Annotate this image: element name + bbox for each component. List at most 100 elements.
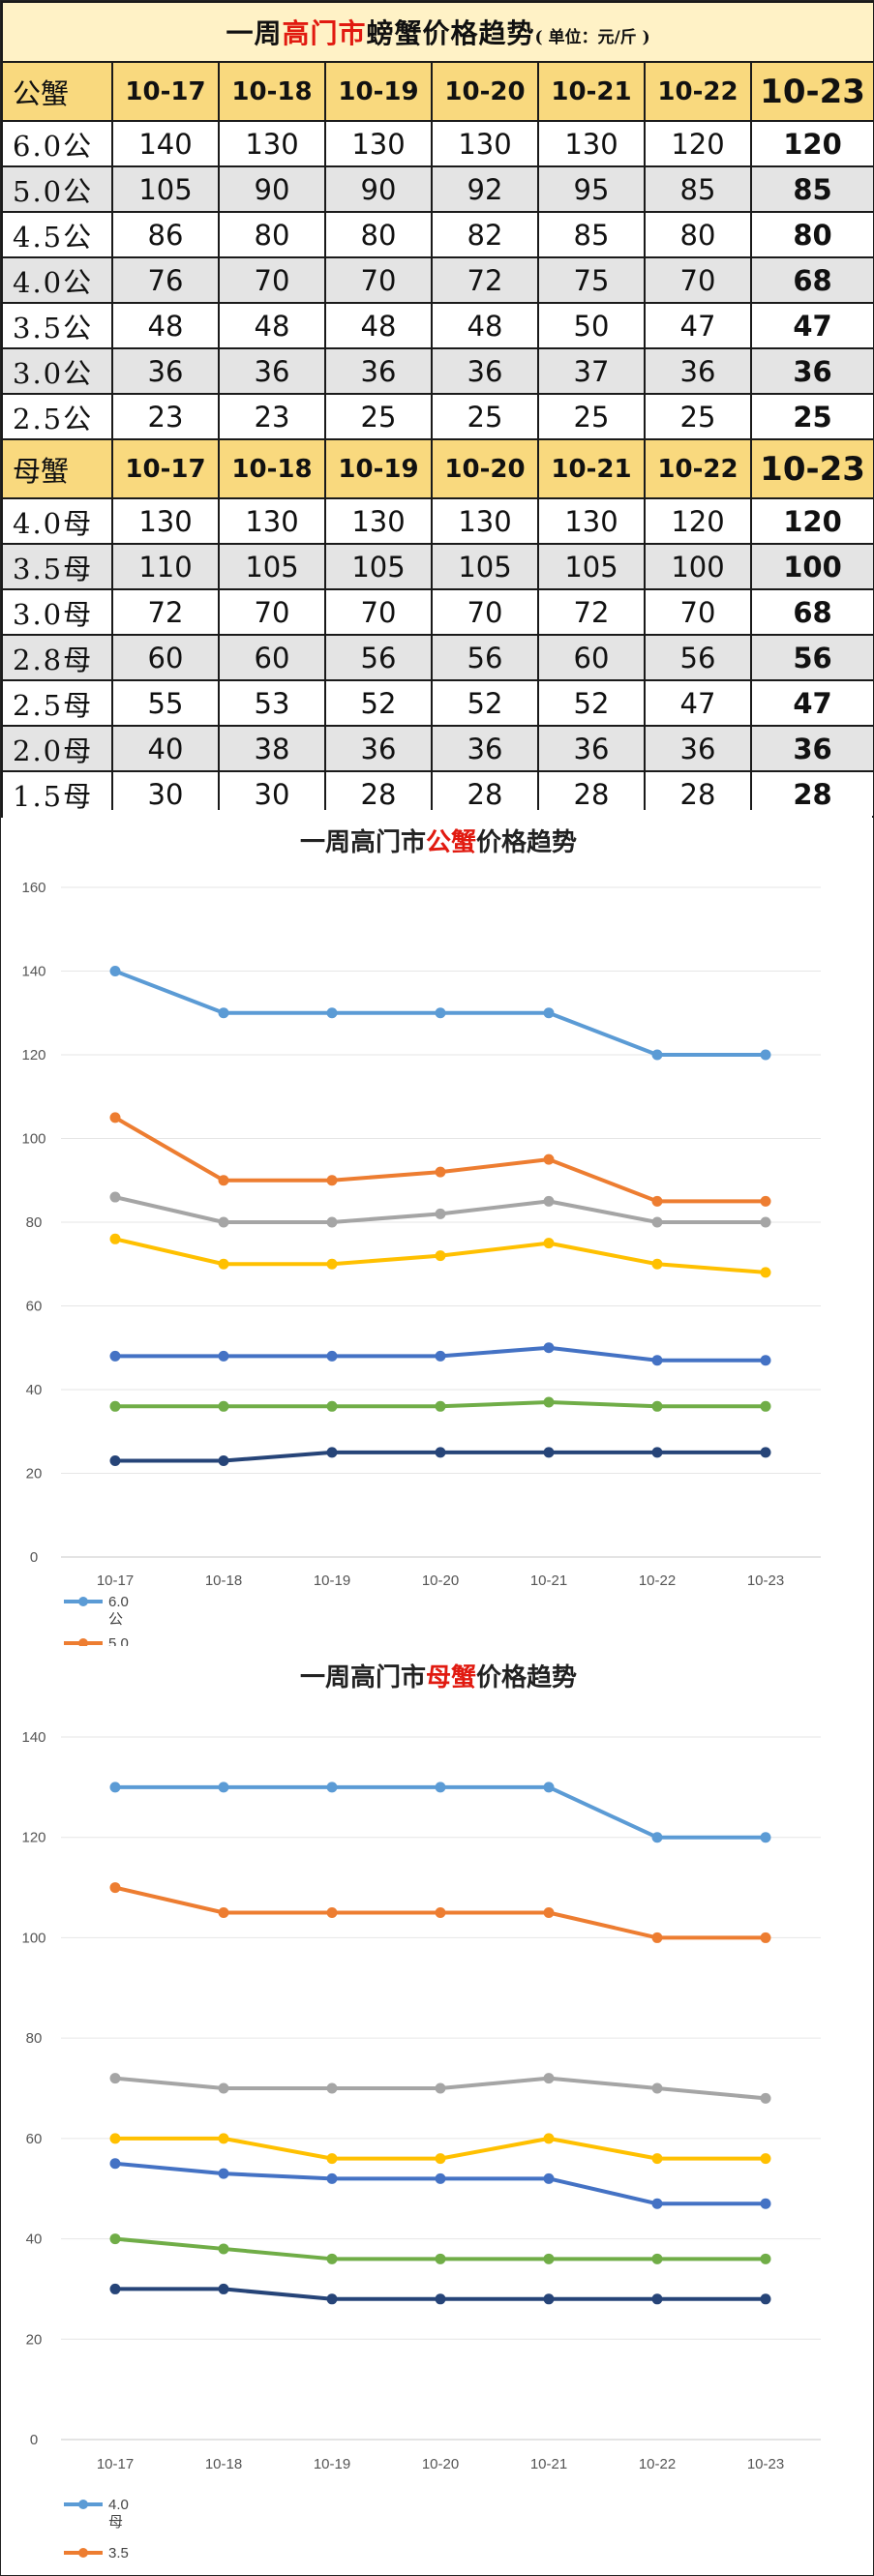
x-tick-label: 10-19 [314, 1573, 350, 1589]
data-point [109, 1191, 121, 1203]
series-6 [109, 1396, 771, 1412]
y-tick-label: 20 [26, 1466, 43, 1483]
series-6 [109, 2233, 771, 2264]
data-point [435, 1400, 446, 1412]
x-tick-label: 10-20 [422, 2456, 459, 2472]
data-point [326, 2172, 338, 2184]
x-tick-label: 10-19 [314, 2456, 350, 2472]
x-tick-label: 10-21 [530, 2456, 567, 2472]
price-cell: 90 [324, 165, 433, 213]
price-cell: 100 [644, 543, 752, 590]
price-cell: 52 [537, 679, 646, 727]
price-cell: 48 [218, 302, 326, 349]
x-tick-label: 10-17 [97, 2456, 134, 2472]
size-label-cell: 2.5母 [1, 679, 113, 727]
price-cell: 105 [218, 543, 326, 590]
y-tick-label: 0 [30, 2432, 38, 2448]
male-table-row: 3.5公 48 48 48 48 50 47 47 [1, 302, 874, 349]
data-point [218, 2283, 229, 2294]
size-label-cell: 2.0母 [1, 725, 113, 772]
price-cell: 55 [111, 679, 220, 727]
data-point [218, 2243, 229, 2255]
price-cell: 105 [431, 543, 539, 590]
data-point [435, 1250, 446, 1262]
y-tick-label: 60 [26, 2131, 43, 2147]
data-point [326, 2082, 338, 2094]
data-point [651, 1258, 663, 1270]
y-tick-label: 0 [30, 1549, 38, 1566]
series-7 [109, 2283, 771, 2305]
x-tick-label: 10-22 [639, 1573, 676, 1589]
price-cell: 130 [218, 497, 326, 545]
male-table-row: 2.5公 23 23 25 25 25 25 25 [1, 393, 874, 440]
data-point [435, 2172, 446, 2184]
female-table-row: 4.0母 130 130 130 130 130 120 120 [1, 497, 874, 545]
price-cell: 36 [324, 725, 433, 772]
price-cell: 47 [749, 679, 874, 727]
legend-swatch-dot [78, 2548, 88, 2558]
price-cell: 60 [111, 634, 220, 681]
data-point [109, 2233, 121, 2245]
data-point [760, 1832, 771, 1843]
data-point [326, 1400, 338, 1412]
data-point [651, 1932, 663, 1943]
male-table-row: 6.0公 140 130 130 130 130 120 120 [1, 120, 874, 167]
female-table-row: 2.0母 40 38 36 36 36 36 36 [1, 725, 874, 772]
price-cell: 23 [111, 393, 220, 440]
data-point [543, 2133, 555, 2144]
data-point [651, 1400, 663, 1412]
data-point [435, 1007, 446, 1019]
data-point [109, 2133, 121, 2144]
data-point [326, 2293, 338, 2305]
price-cell: 120 [749, 497, 874, 545]
female-table-row: 3.0母 72 70 70 70 72 70 68 [1, 588, 874, 636]
y-tick-label: 160 [21, 880, 45, 896]
price-cell: 130 [537, 120, 646, 167]
size-label-cell: 4.0母 [1, 497, 113, 545]
male-table-row: 5.0公 105 90 90 92 95 85 85 [1, 165, 874, 213]
data-point [651, 1355, 663, 1366]
date-header-cell: 10-23 [749, 438, 874, 499]
data-point [760, 1195, 771, 1207]
data-point [435, 2153, 446, 2165]
price-cell: 70 [324, 256, 433, 304]
price-cell: 110 [111, 543, 220, 590]
data-point [543, 1907, 555, 1918]
data-point [326, 1350, 338, 1362]
price-cell: 47 [644, 679, 752, 727]
price-cell: 50 [537, 302, 646, 349]
data-point [543, 1342, 555, 1354]
data-point [326, 1907, 338, 1918]
price-cell: 56 [644, 634, 752, 681]
price-cell: 36 [644, 347, 752, 395]
price-cell: 28 [431, 770, 539, 818]
legend-swatch-dot [78, 1638, 88, 1646]
legend-swatch-dot [78, 1597, 88, 1606]
price-cell: 56 [324, 634, 433, 681]
price-cell: 25 [644, 393, 752, 440]
size-label-cell: 2.8母 [1, 634, 113, 681]
size-label-cell: 2.5公 [1, 393, 113, 440]
data-point [543, 2073, 555, 2084]
female-table-row: 2.5母 55 53 52 52 52 47 47 [1, 679, 874, 727]
female-table-row: 2.8母 60 60 56 56 60 56 56 [1, 634, 874, 681]
chart-title-suffix: 价格趋势 [476, 827, 577, 857]
price-cell: 38 [218, 725, 326, 772]
data-point [109, 2283, 121, 2294]
series-4 [109, 2133, 771, 2165]
y-tick-label: 100 [21, 1131, 45, 1148]
data-point [435, 1166, 446, 1178]
date-header-cell: 10-20 [431, 438, 539, 499]
date-header-cell: 10-22 [644, 438, 752, 499]
date-header-cell: 10-23 [749, 61, 874, 122]
price-cell: 70 [644, 256, 752, 304]
y-tick-label: 20 [26, 2331, 43, 2348]
data-point [326, 1258, 338, 1270]
data-point [543, 2253, 555, 2264]
price-cell: 130 [324, 497, 433, 545]
female-table-row: 1.5母 30 30 28 28 28 28 28 [1, 770, 874, 818]
data-point [218, 1007, 229, 1019]
price-cell: 70 [324, 588, 433, 636]
price-cell: 36 [431, 725, 539, 772]
data-point [543, 1153, 555, 1165]
